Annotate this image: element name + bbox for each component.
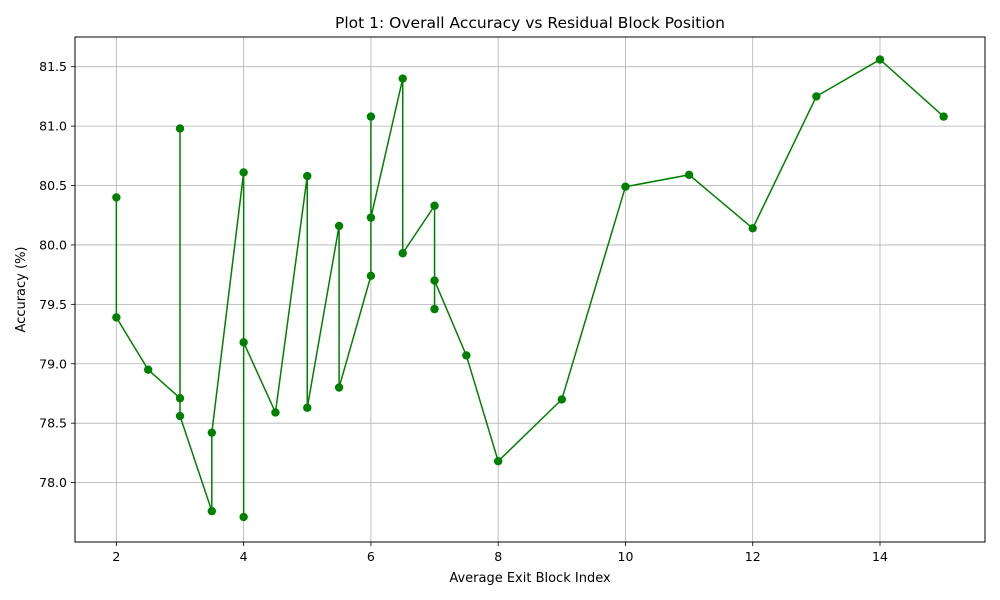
x-axis-label: Average Exit Block Index <box>449 571 611 586</box>
x-tick-label: 10 <box>618 549 634 564</box>
data-point <box>366 213 376 222</box>
data-point <box>303 403 312 412</box>
data-point <box>875 55 885 64</box>
y-tick-label: 81.5 <box>39 59 67 74</box>
y-tick-label: 81.0 <box>39 119 67 134</box>
data-point <box>812 92 821 101</box>
data-point <box>684 170 694 180</box>
y-axis-ticks: 78.0 78.5 79.0 79.5 80.0 80.5 81.0 81.5 <box>39 59 75 490</box>
data-point <box>748 224 757 233</box>
y-tick-label: 78.0 <box>39 475 67 490</box>
x-tick-label: 14 <box>872 549 888 564</box>
data-point <box>398 249 407 258</box>
data-point <box>175 394 185 403</box>
data-point <box>334 383 344 392</box>
data-point <box>430 201 439 210</box>
data-point <box>366 112 376 121</box>
data-point <box>303 171 312 181</box>
data-point <box>621 182 630 191</box>
data-point <box>462 351 471 360</box>
y-tick-label: 78.5 <box>39 416 67 431</box>
data-point <box>493 457 503 466</box>
grid-lines <box>75 37 985 542</box>
data-point <box>239 512 248 522</box>
x-tick-label: 6 <box>367 549 375 564</box>
x-tick-label: 4 <box>240 549 248 564</box>
x-axis-ticks: 2 4 6 8 10 12 14 <box>112 542 888 564</box>
data-point <box>939 112 948 121</box>
data-point <box>143 365 153 374</box>
x-tick-label: 12 <box>745 549 761 564</box>
data-points <box>112 55 948 522</box>
data-point <box>366 271 376 281</box>
data-point <box>207 428 217 437</box>
data-point <box>112 313 121 322</box>
x-tick-label: 8 <box>494 549 502 564</box>
y-tick-label: 79.5 <box>39 297 67 312</box>
plot-area-frame <box>74 36 986 543</box>
data-point <box>175 411 185 421</box>
data-point <box>239 168 248 177</box>
data-point <box>430 304 439 314</box>
y-tick-label: 80.0 <box>39 237 67 252</box>
data-point <box>112 193 121 202</box>
data-point <box>239 338 248 347</box>
data-point <box>334 221 344 231</box>
data-point <box>430 276 439 285</box>
y-tick-label: 80.5 <box>39 178 67 193</box>
data-point <box>271 408 280 417</box>
data-point <box>398 74 407 83</box>
data-point <box>207 506 217 516</box>
chart-title: Plot 1: Overall Accuracy vs Residual Blo… <box>335 14 725 32</box>
y-axis-label: Accuracy (%) <box>14 247 29 333</box>
data-point <box>557 395 567 404</box>
y-tick-label: 79.0 <box>39 356 67 371</box>
x-tick-label: 2 <box>112 549 120 564</box>
data-point <box>175 124 185 133</box>
